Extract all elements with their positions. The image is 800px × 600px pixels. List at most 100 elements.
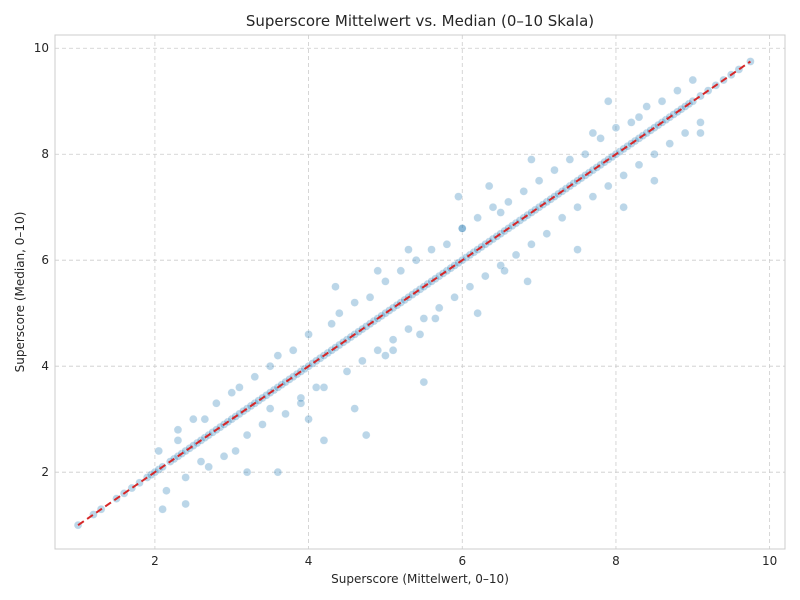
data-point <box>231 446 240 456</box>
data-point <box>312 383 321 392</box>
data-point <box>619 202 628 212</box>
data-point <box>665 139 674 148</box>
data-point <box>627 118 636 127</box>
data-point <box>204 462 213 472</box>
data-point <box>588 128 598 138</box>
data-point <box>488 202 498 212</box>
data-point <box>634 112 644 122</box>
data-point <box>484 181 494 191</box>
data-point <box>358 356 367 366</box>
data-point <box>580 149 590 159</box>
data-point <box>419 314 429 323</box>
data-point <box>415 330 425 339</box>
y-tick-label: 6 <box>41 253 49 267</box>
data-point <box>465 282 475 291</box>
data-point <box>434 303 444 313</box>
data-point <box>504 197 513 207</box>
data-point <box>650 149 659 159</box>
data-point <box>381 351 390 360</box>
data-point <box>388 335 398 344</box>
data-point <box>319 436 329 445</box>
data-point <box>373 266 382 276</box>
data-point <box>473 213 482 223</box>
data-point <box>327 319 336 329</box>
data-point <box>242 430 252 440</box>
x-tick-label: 6 <box>458 554 466 568</box>
data-point <box>696 118 705 127</box>
data-point <box>454 192 463 201</box>
data-point <box>350 298 359 307</box>
data-point <box>258 420 267 429</box>
data-point <box>158 505 167 514</box>
data-point <box>611 123 621 132</box>
data-point <box>573 202 582 212</box>
data-point <box>173 436 183 445</box>
data-point <box>565 155 575 164</box>
data-point <box>227 388 236 397</box>
data-point <box>296 399 306 408</box>
data-point <box>154 446 163 456</box>
data-point <box>557 213 567 223</box>
y-tick-labels: 2 4 6 8 10 <box>34 41 49 479</box>
data-point <box>673 86 682 95</box>
data-point <box>219 452 229 461</box>
data-point <box>604 96 613 106</box>
data-point <box>250 372 260 382</box>
data-point <box>427 245 436 254</box>
data-point <box>619 171 628 180</box>
data-point <box>242 467 252 477</box>
data-point <box>365 293 375 302</box>
data-point <box>688 75 698 85</box>
data-point <box>181 499 190 509</box>
data-point <box>162 486 171 495</box>
data-point <box>200 414 210 424</box>
data-point <box>431 314 440 323</box>
data-point <box>588 192 598 201</box>
data-point <box>319 383 329 392</box>
data-point <box>527 240 536 249</box>
data-point <box>473 308 482 318</box>
plot-frame <box>54 34 786 550</box>
data-point <box>542 229 552 238</box>
data-point <box>650 176 659 185</box>
x-tick-label: 10 <box>762 554 777 568</box>
data-point <box>181 473 190 482</box>
data-point <box>235 383 244 392</box>
grid-lines <box>55 35 785 549</box>
data-point <box>419 377 429 387</box>
data-point <box>746 57 755 66</box>
data-point <box>381 277 390 286</box>
y-tick-label: 4 <box>41 359 49 373</box>
x-axis-label: Superscore (Mittelwert, 0–10) <box>331 572 509 586</box>
y-axis-label: Superscore (Median, 0–10) <box>13 212 27 373</box>
x-tick-label: 2 <box>151 554 159 568</box>
chart-title: Superscore Mittelwert vs. Median (0–10 S… <box>246 12 594 30</box>
data-point <box>523 277 532 286</box>
data-point <box>388 346 398 355</box>
y-tick-label: 8 <box>41 147 49 161</box>
data-point <box>573 245 582 254</box>
data-point <box>189 414 198 424</box>
x-tick-labels: 2 4 6 8 10 <box>151 554 777 568</box>
x-tick-label: 4 <box>305 554 313 568</box>
data-point <box>373 346 382 355</box>
data-point <box>350 404 359 413</box>
data-point <box>265 361 275 371</box>
data-point <box>657 96 667 106</box>
data-point <box>527 155 536 164</box>
data-point <box>680 128 690 138</box>
data-point <box>361 430 371 440</box>
data-point <box>404 245 413 254</box>
data-point <box>550 165 559 175</box>
x-tick-label: 8 <box>612 554 620 568</box>
data-point <box>304 414 313 424</box>
data-point <box>196 457 206 466</box>
data-point <box>500 266 509 276</box>
data-point <box>304 330 313 339</box>
data-point <box>519 187 528 196</box>
data-point <box>296 393 306 403</box>
data-point <box>212 399 221 408</box>
data-point <box>396 266 406 276</box>
